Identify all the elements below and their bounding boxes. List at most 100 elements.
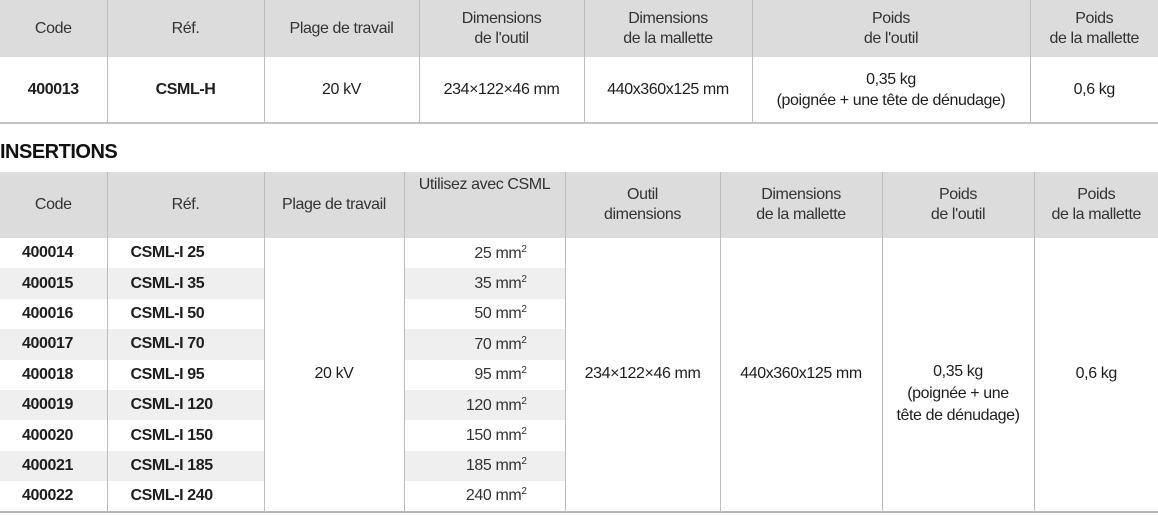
text: de la mallette [1049,29,1140,47]
text: Dimensions [628,9,708,27]
cell-ref: CSML-I 120 [106,389,264,421]
cell-poids-outil: 0,35 kg (poignée + une tête de dénudage) [881,238,1034,513]
table-row: 400014 CSML-I 25 20 kV 25 mm2 234×122×46 mm 4… [0,238,1158,513]
table-row: 400015 CSML-I 35 35 mm2 [0,268,1158,299]
header-poids-outil: Poids de l'outil [751,0,1030,57]
text: 70 mm [474,335,522,353]
text: (poignée + une tête de dénudage) [776,91,1006,109]
cell-ref: CSML-I 50 [106,298,264,330]
insertions-table: Code Réf. Plage de travail Utilisez avec… [0,172,1158,513]
cell-use: 150 mm2 [403,420,565,451]
table-row: 400021 CSML-I 185 185 mm2 [0,450,1158,482]
superscript: 2 [521,486,527,498]
text: de la mallette [623,29,713,47]
cell-code: 400016 [22,304,73,322]
cell-code: 400021 [0,450,107,482]
superscript: 2 [521,334,527,346]
table-row: 400018 CSML-I 95 95 mm2 [0,359,1158,390]
table-row: 400013 CSML-H 20 kV 234×122×46 mm 440x36… [0,57,1158,124]
superscript: 2 [521,456,527,468]
table-row: 400019 CSML-I 120 120 mm2 [0,389,1158,421]
cell-plage: 20 kV [263,57,419,124]
tool-table: Code Réf. Plage de travail Dimensions de … [0,0,1158,124]
cell-plage: 20 kV [263,238,404,513]
text: de la mallette [1051,206,1142,223]
header-code: Code [0,0,107,57]
table-row: 400017 CSML-I 70 70 mm2 [0,329,1158,360]
cell-use: 50 mm2 [403,298,565,330]
text: dimensions [604,206,681,223]
cell-dim-outil: 234×122×46 mm [564,238,720,513]
cell-use: 35 mm2 [403,268,565,299]
cell-code: 400022 [0,481,107,513]
cell-code: 400019 [0,389,107,421]
header-row: Code Réf. Plage de travail Dimensions de … [0,0,1158,57]
cell-ref: CSML-I 95 [106,359,264,390]
text: 25 mm [474,244,522,262]
header-poids-outil: Poids de l'outil [881,172,1034,238]
cell-use: 120 mm2 [403,389,565,421]
text: 150 mm [465,427,522,445]
table-row: 400022 CSML-I 240 240 mm2 [0,481,1158,513]
cell-use: 25 mm2 [403,238,565,269]
text: 240 mm [465,487,522,505]
cell-use: 95 mm2 [403,359,565,390]
table-row: 400016 CSML-I 50 50 mm2 [0,298,1158,330]
superscript: 2 [521,274,527,286]
text: 0,35 kg [866,70,916,88]
text: Dimensions [761,186,841,203]
cell-ref: CSML-H [106,57,264,124]
section-title: INSERTIONS [0,141,118,163]
cell-code: 400018 [22,365,73,383]
header-use: Utilisez avec CSML [403,172,565,238]
header-dim-mallette: Dimensions de la mallette [719,172,882,238]
text: 95 mm [474,366,522,384]
header-ref: Réf. [106,172,264,238]
cell-ref: CSML-I 70 [106,329,264,360]
header-poids-mallette: Poids de la mallette [1029,0,1158,57]
cell-ref: CSML-I 240 [106,481,264,513]
cell-poids-mallette: 0,6 kg [1033,238,1158,513]
text: Poids [871,9,911,27]
text: 120 mm [465,396,522,414]
cell-dim-mallette: 440x360x125 mm [583,57,752,124]
cell-code: 400013 [0,57,107,124]
superscript: 2 [521,395,527,407]
header-dim-mallette: Dimensions de la mallette [583,0,752,57]
superscript: 2 [521,426,527,438]
text: Poids [1075,9,1114,27]
cell-ref: CSML-I 150 [106,420,264,451]
superscript: 2 [521,365,527,377]
header-plage: Plage de travail [263,172,404,238]
cell-code: 400014 [22,244,73,262]
text: Outil [627,186,658,203]
text: Poids [1077,186,1116,203]
text: tête de dénudage) [896,407,1020,425]
cell-use: 185 mm2 [403,450,565,482]
text: Poids [938,186,978,203]
cell-poids-outil: 0,35 kg (poignée + une tête de dénudage) [751,57,1030,124]
superscript: 2 [521,243,527,255]
cell-code: 400020 [22,426,73,444]
header-row: Code Réf. Plage de travail Utilisez avec… [0,172,1158,238]
superscript: 2 [521,304,527,316]
cell-use: 240 mm2 [403,481,565,513]
header-plage: Plage de travail [263,0,419,57]
text: de l'outil [474,29,529,47]
header-ref: Réf. [106,0,264,57]
text: de l'outil [930,206,986,223]
cell-dim-outil: 234×122×46 mm [418,57,584,124]
header-poids-mallette: Poids de la mallette [1033,172,1158,238]
header-outil-dim: Outil dimensions [564,172,720,238]
cell-code: 400017 [0,329,107,360]
cell-code: 400015 [0,268,107,299]
header-code: Code [0,172,107,238]
cell-ref: CSML-I 35 [106,268,264,299]
text: 185 mm [465,457,522,475]
cell-poids-mallette: 0,6 kg [1029,57,1158,124]
table-row: 400020 CSML-I 150 150 mm2 [0,420,1158,451]
cell-use: 70 mm2 [403,329,565,360]
text: 35 mm [474,275,522,293]
cell-dim-mallette: 440x360x125 mm [719,238,882,513]
cell-ref: CSML-I 185 [106,450,264,482]
